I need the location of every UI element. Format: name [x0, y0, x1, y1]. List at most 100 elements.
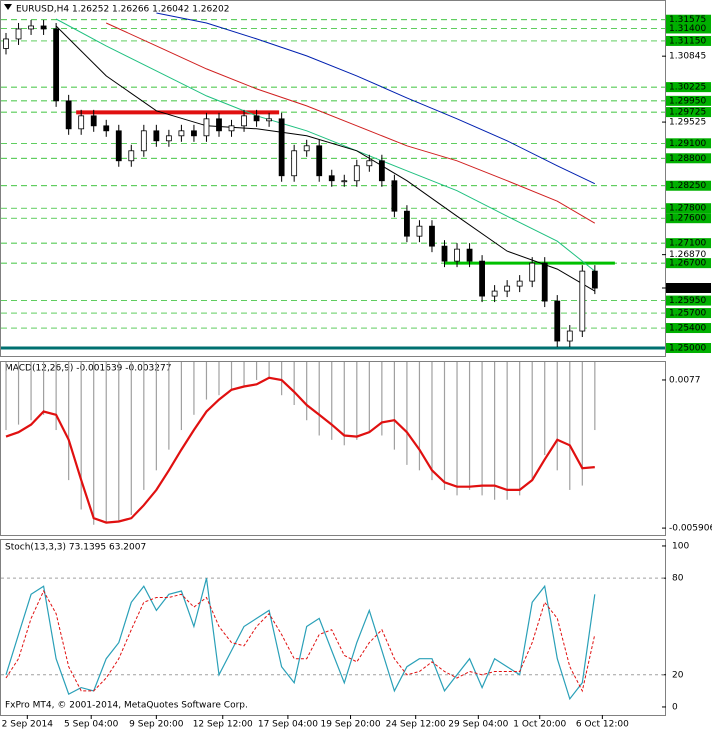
candle-body — [429, 225, 435, 247]
candle-body — [53, 28, 60, 102]
candle-body — [3, 38, 9, 49]
candle-body — [341, 180, 348, 183]
y-tick-label: 1.27800 — [669, 204, 706, 214]
y-tick-label: 1.29525 — [669, 118, 706, 128]
copyright: FxPro MT4, © 2001-2014, MetaQuotes Softw… — [5, 701, 248, 711]
y-tick-label: 20 — [672, 670, 684, 680]
y-tick-label: 1.30845 — [669, 52, 706, 62]
stoch-title: Stoch(13,3,3) 73.1395 63.2007 — [5, 543, 146, 553]
x-tick-label: 24 Sep 12:00 — [386, 720, 446, 730]
y-tick-label: 0.0077 — [669, 375, 701, 385]
candle-body — [591, 270, 598, 289]
candle-body — [454, 248, 460, 262]
candle-body — [479, 260, 485, 297]
y-tick-label: 1.30225 — [669, 83, 706, 93]
menu-icon[interactable] — [4, 4, 12, 10]
current-price-bg — [666, 282, 711, 293]
x-tick-label: 29 Sep 04:00 — [448, 720, 508, 730]
level-label-bg — [666, 323, 711, 334]
candle-body — [554, 300, 561, 342]
level-label-bg — [666, 82, 711, 93]
candle-body — [353, 165, 360, 182]
moving-average — [55, 25, 596, 292]
x-tick-label: 5 Sep 04:00 — [64, 720, 119, 730]
candle-body — [165, 135, 172, 142]
x-tick-label: 12 Sep 12:00 — [193, 720, 253, 730]
level-label-bg — [666, 180, 711, 191]
candle-body — [278, 118, 285, 177]
candle-body — [466, 248, 473, 262]
y-tick-label: -0.005906 — [669, 524, 712, 534]
macd-panel — [0, 361, 666, 536]
candle-body — [28, 25, 34, 30]
level-label-bg — [666, 343, 711, 354]
candle-body — [90, 115, 97, 127]
level-label-bg — [666, 23, 711, 34]
moving-average — [105, 22, 596, 224]
candle-body — [203, 118, 210, 137]
level-label-bg — [666, 138, 711, 149]
candle-body — [504, 285, 511, 292]
level-label-bg — [666, 35, 711, 46]
y-tick-label: 1.25950 — [669, 296, 706, 306]
level-label-bg — [666, 213, 711, 224]
level-label-bg — [666, 95, 711, 106]
current-price-label: 1.26202 — [669, 283, 706, 293]
y-tick-label: 1.29950 — [669, 96, 706, 106]
candle-body — [328, 175, 335, 182]
level-label-bg — [666, 238, 711, 249]
macd-title: MACD(12,26,9) -0.001639 -0.003277 — [5, 364, 171, 374]
y-tick-label: 1.28800 — [669, 154, 706, 164]
x-tick-label: 1 Oct 20:00 — [513, 720, 566, 730]
candle-body — [516, 280, 523, 287]
candle-body — [378, 160, 385, 182]
y-tick-label: 1.31575 — [669, 15, 706, 25]
x-tick-label: 17 Sep 04:00 — [258, 720, 318, 730]
candle-body — [579, 270, 586, 332]
y-tick-label: 1.29100 — [669, 139, 706, 149]
macd-signal — [5, 376, 595, 524]
y-tick-label: 80 — [672, 574, 684, 584]
candle-body — [241, 115, 247, 127]
level-label-bg — [666, 295, 711, 306]
candle-body — [65, 100, 72, 130]
candle-body — [541, 262, 548, 302]
y-tick-label: 1.27600 — [669, 214, 706, 224]
candle-body — [216, 118, 222, 132]
y-tick-label: 1.31150 — [669, 36, 706, 46]
level-label-bg — [666, 14, 711, 25]
y-tick-label: 0 — [672, 702, 678, 712]
y-tick-label: 1.25700 — [669, 309, 706, 319]
candle-body — [103, 125, 110, 132]
y-tick-label: 1.28250 — [669, 181, 706, 191]
candle-body — [128, 150, 135, 162]
candle-body — [391, 180, 398, 212]
moving-average — [156, 12, 596, 185]
moving-average — [55, 18, 596, 272]
level-label-bg — [666, 308, 711, 319]
candle-body — [115, 130, 122, 162]
y-tick-label: 100 — [672, 541, 689, 551]
y-tick-label: 1.25000 — [669, 344, 706, 354]
candle-body — [228, 125, 235, 132]
candle-body — [416, 225, 423, 237]
candle-body — [15, 28, 22, 40]
candle-body — [529, 262, 536, 282]
candle-body — [291, 150, 298, 177]
x-tick-label: 9 Sep 20:00 — [129, 720, 184, 730]
level-label-bg — [666, 203, 711, 214]
candle-body — [316, 145, 323, 177]
candle-body — [266, 118, 273, 122]
stoch-panel — [0, 539, 666, 716]
y-tick-label: 1.26870 — [669, 250, 706, 260]
y-tick-label: 1.25400 — [669, 324, 706, 334]
stoch-signal — [5, 589, 596, 693]
price-title: EURUSD,H4 1.26252 1.26266 1.26042 1.2620… — [16, 5, 229, 15]
stoch-main — [5, 578, 596, 701]
candle-body — [153, 130, 160, 142]
candle-body — [303, 145, 310, 152]
y-tick-label: 1.31400 — [669, 24, 706, 34]
y-tick-label: 1.27100 — [669, 239, 706, 249]
candle-body — [253, 115, 260, 122]
candle-body — [404, 210, 410, 237]
